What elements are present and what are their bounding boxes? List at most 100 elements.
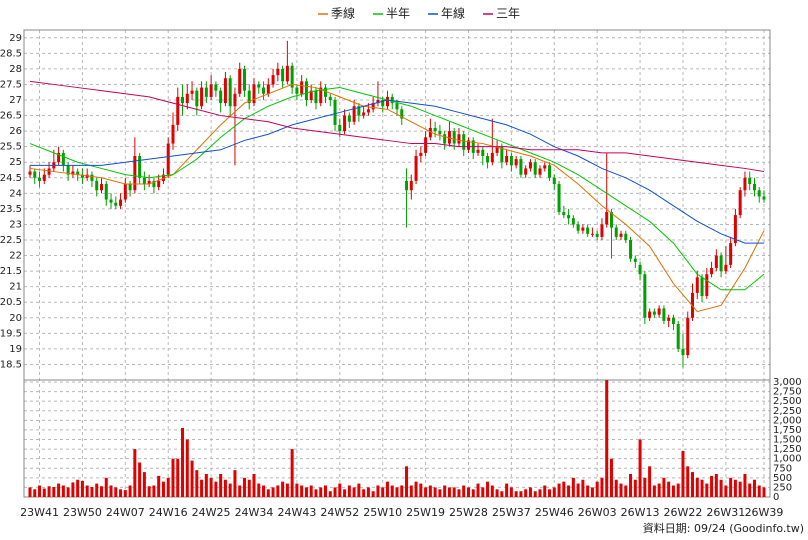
volume-bar	[567, 485, 571, 497]
volume-bar	[648, 466, 652, 497]
candle-body	[33, 171, 37, 178]
volume-bar	[314, 489, 318, 497]
candle-body	[557, 184, 561, 212]
candle-body	[552, 177, 556, 184]
volume-bar	[438, 489, 442, 497]
volume-bar	[433, 487, 437, 497]
y-tick-label: 22	[9, 251, 22, 262]
y-tick-label: 25.5	[0, 142, 22, 153]
candle-body	[166, 143, 170, 175]
candle-body	[181, 96, 185, 104]
candle-body	[190, 90, 194, 94]
candle-body	[99, 184, 103, 191]
candle-body	[714, 255, 718, 268]
volume-bar	[304, 487, 308, 497]
volume-bar	[285, 483, 289, 497]
volume-bar	[752, 479, 756, 497]
volume-bar	[57, 483, 61, 497]
y-tick-label: 29	[9, 33, 22, 44]
volume-bar	[576, 483, 580, 497]
volume-bar	[247, 479, 251, 497]
candle-body	[66, 165, 70, 175]
x-tick-label: 23W50	[63, 506, 102, 519]
volume-bar	[290, 449, 294, 497]
volume-bar	[590, 487, 594, 497]
volume-bar	[338, 483, 342, 497]
candle-body	[762, 196, 766, 200]
candle-body	[686, 317, 690, 356]
volume-bar	[447, 487, 451, 497]
legend-label: 半年	[386, 7, 410, 21]
y2-tick-label: 1,500	[773, 435, 802, 446]
volume-bar	[276, 485, 280, 497]
moving-average-line	[29, 80, 765, 173]
candle-body	[309, 90, 313, 100]
candle-body	[681, 348, 685, 356]
candle-body	[438, 131, 442, 135]
candle-body	[452, 131, 456, 144]
volume-bar	[533, 491, 537, 497]
x-tick-label: 24W16	[149, 506, 188, 519]
volume-bar	[490, 485, 494, 497]
y-tick-label: 27	[9, 95, 22, 106]
candle-body	[643, 274, 647, 318]
volume-bar	[33, 489, 37, 497]
candle-body	[486, 156, 490, 163]
y2-tick-label: 2,500	[773, 396, 802, 407]
volume-bar	[471, 489, 475, 497]
volume-bar	[714, 474, 718, 497]
x-tick-label: 26W13	[621, 506, 660, 519]
volume-bar	[76, 479, 80, 497]
y2-tick-label: 2,750	[773, 387, 802, 398]
volume-bar	[133, 449, 137, 497]
volume-bar	[195, 470, 199, 497]
volume-bar	[614, 479, 618, 497]
candle-body	[171, 124, 175, 144]
volume-bar	[185, 439, 189, 497]
volume-bar	[505, 483, 509, 497]
candle-body	[738, 190, 742, 216]
volume-bar	[281, 481, 285, 497]
volume-bar	[700, 479, 704, 497]
candle-body	[366, 109, 370, 113]
candle-body	[419, 152, 423, 156]
candle-body	[390, 96, 394, 104]
candle-body	[733, 215, 737, 244]
candle-body	[376, 100, 380, 104]
candle-body	[405, 180, 409, 191]
y-tick-label: 25	[9, 157, 22, 168]
volume-bar	[671, 485, 675, 497]
volume-bar	[486, 481, 490, 497]
candle-body	[524, 168, 528, 175]
x-tick-label: 24W43	[277, 506, 316, 519]
candle-body	[447, 131, 451, 144]
candle-body	[657, 308, 661, 315]
candle-body	[123, 184, 127, 200]
candle-body	[214, 84, 218, 91]
volume-bar	[619, 483, 623, 497]
volume-bar	[428, 485, 432, 497]
candle-body	[629, 240, 633, 259]
candle-body	[57, 152, 61, 163]
volume-bar	[676, 483, 680, 497]
x-tick-label: 25W10	[363, 506, 402, 519]
y2-tick-label: 1,750	[773, 425, 802, 436]
candle-body	[142, 177, 146, 184]
candle-body	[247, 90, 251, 104]
candle-body	[428, 128, 432, 138]
candle-body	[576, 224, 580, 231]
volume-bar	[586, 485, 590, 497]
y-tick-label: 21.5	[0, 266, 22, 277]
candle-body	[462, 134, 466, 150]
candle-body	[671, 317, 675, 324]
candle-body	[290, 65, 294, 88]
candle-body	[424, 137, 428, 153]
candle-body	[562, 212, 566, 216]
volume-bar	[705, 483, 709, 497]
candle-body	[586, 227, 590, 234]
volume-bar	[123, 490, 127, 497]
volume-bar	[748, 483, 752, 497]
candle-body	[228, 78, 232, 107]
candle-body	[285, 65, 289, 82]
candle-body	[757, 190, 761, 197]
